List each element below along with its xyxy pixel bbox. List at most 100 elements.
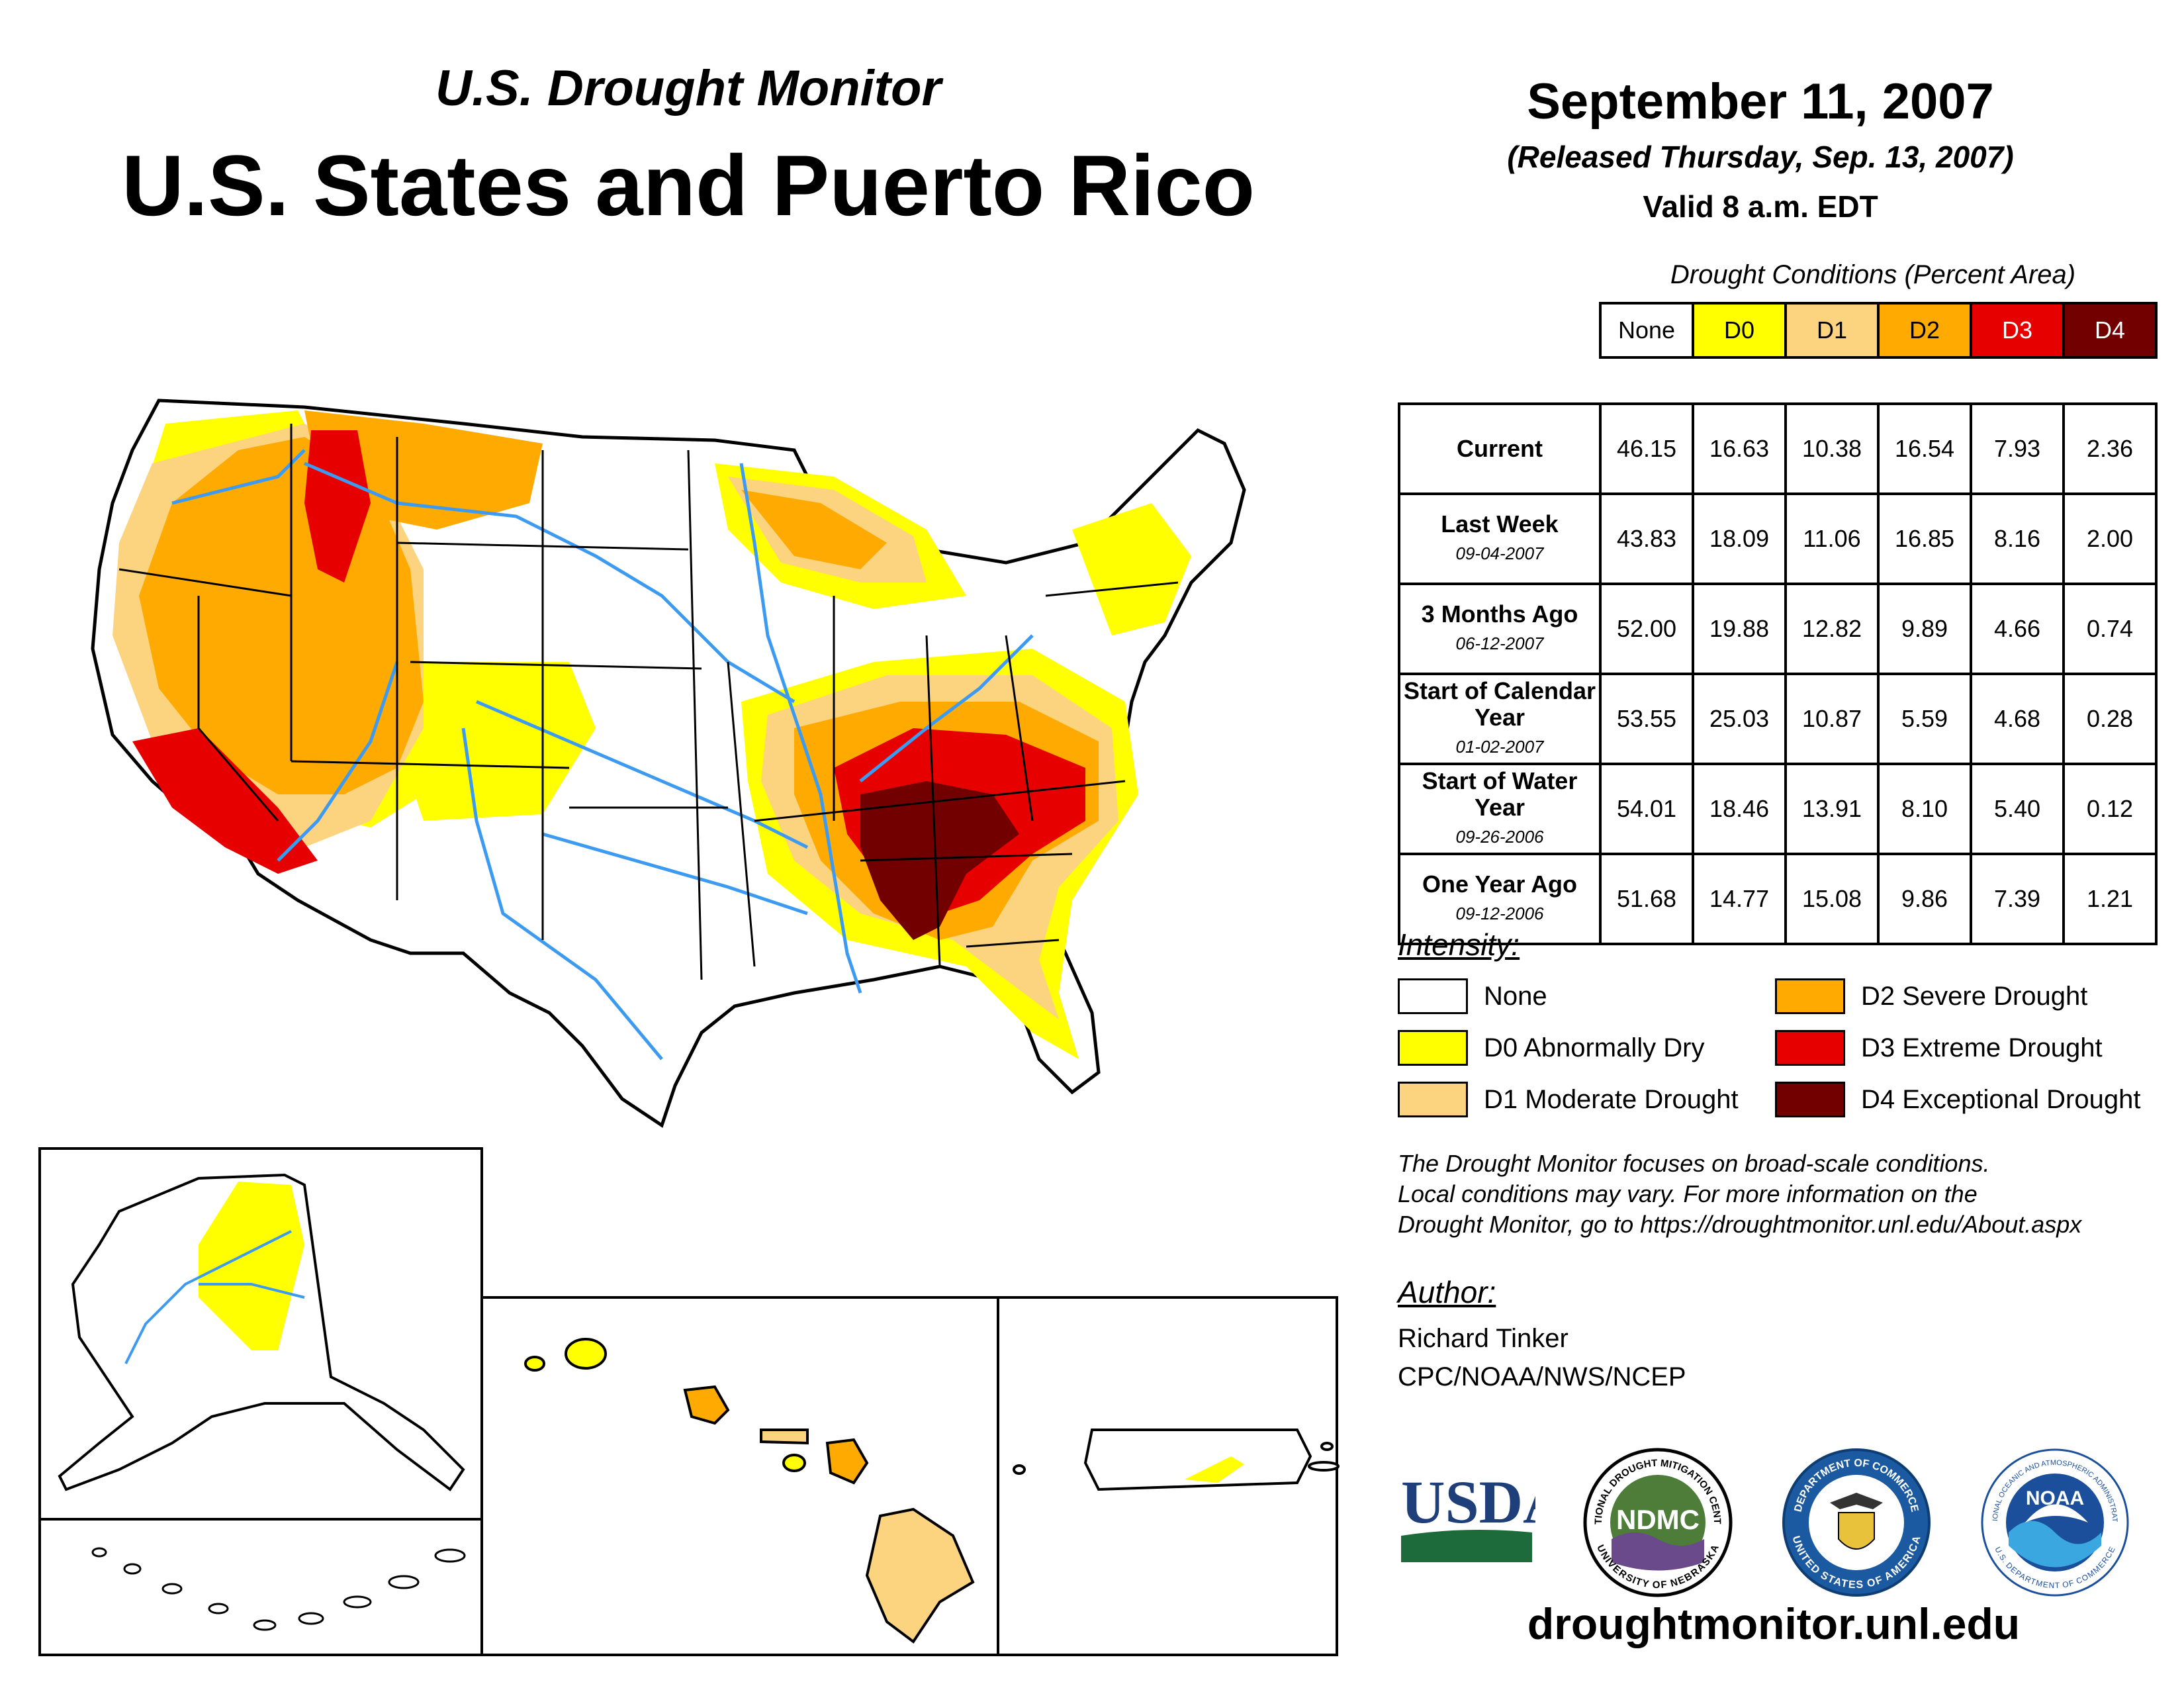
- table-cell: 9.86: [1877, 853, 1972, 945]
- legend-label: D2 Severe Drought: [1861, 981, 2088, 1011]
- table-row: 3 Months Ago 06-12-2007 52.00 19.88 12.82…: [1398, 583, 2158, 675]
- commerce-shield-icon: [1838, 1512, 1875, 1550]
- legend-label: D1 Moderate Drought: [1484, 1084, 1739, 1114]
- hawaii-islands: [524, 1338, 975, 1644]
- table-header-row: None D0 D1 D2 D3 D4: [1399, 302, 2158, 359]
- table-cell: 15.08: [1784, 853, 1880, 945]
- table-cell: 8.16: [1970, 492, 2065, 585]
- author-org: CPC/NOAA/NWS/NCEP: [1398, 1362, 1686, 1391]
- row-label-text: 3 Months Ago: [1421, 600, 1578, 628]
- d0-area-northeast: [1072, 503, 1191, 635]
- table-row: Start of Calendar Year 01-02-2007 53.55 2…: [1398, 673, 2158, 765]
- legend-label: D3 Extreme Drought: [1861, 1033, 2103, 1062]
- d3-area-idaho: [304, 430, 371, 583]
- noaa-logo-text: NOAA: [2026, 1487, 2084, 1509]
- table-cell: 53.55: [1599, 673, 1694, 765]
- ndmc-logo-text: NDMC: [1616, 1504, 1700, 1535]
- state-border: [1045, 581, 1179, 597]
- island-molokai: [760, 1429, 809, 1445]
- legend-item-d4: D4 Exceptional Drought: [1775, 1082, 2140, 1117]
- table-cell: 16.63: [1692, 402, 1787, 495]
- table-row: Last Week 09-04-2007 43.83 18.09 11.06 16…: [1398, 492, 2158, 585]
- island: [208, 1603, 229, 1615]
- river-rio-grande: [461, 727, 663, 1060]
- legend-item-none: None: [1398, 978, 1547, 1014]
- island-kauai: [565, 1338, 607, 1370]
- table-cell: 5.59: [1877, 673, 1972, 765]
- legend-item-d2: D2 Severe Drought: [1775, 978, 2087, 1014]
- col-header-d1: D1: [1784, 302, 1880, 359]
- valid-date: September 11, 2007: [1527, 73, 1994, 130]
- map-title: U.S. States and Puerto Rico: [121, 137, 1255, 234]
- row-date: 01-02-2007: [1455, 737, 1544, 757]
- table-cell: 4.68: [1970, 673, 2065, 765]
- legend-swatch: [1398, 1030, 1468, 1066]
- map-subtitle: U.S. Drought Monitor: [435, 60, 942, 117]
- legend-swatch: [1398, 978, 1468, 1014]
- aleutians-frame: [38, 1518, 483, 1656]
- state-border: [1005, 635, 1034, 821]
- row-label: 3 Months Ago 06-12-2007: [1398, 583, 1602, 675]
- table-cell: 2.36: [2062, 402, 2158, 495]
- ndmc-logo: NDMC NATIONAL DROUGHT MITIGATION CENTER …: [1582, 1446, 1733, 1597]
- ndmc-wave: [1612, 1532, 1704, 1571]
- island: [161, 1583, 183, 1595]
- row-label-text: Current: [1456, 435, 1543, 462]
- site-link[interactable]: droughtmonitor.unl.edu: [1527, 1599, 2021, 1648]
- table-cell: 18.09: [1692, 492, 1787, 585]
- alaska-rivers: [124, 1230, 305, 1364]
- d0-area-plains: [397, 662, 596, 821]
- state-border: [197, 596, 279, 821]
- d0-area-alaska: [199, 1182, 304, 1350]
- d2-area-great-lakes: [741, 490, 887, 569]
- table-cell: 43.83: [1599, 492, 1694, 585]
- conus-map: [91, 399, 1246, 1128]
- aleutian-islands: [91, 1547, 466, 1631]
- drought-table: None D0 D1 D2 D3 D4 Current 46.15 16.63 …: [1398, 302, 2158, 945]
- river-mississippi: [739, 463, 862, 994]
- island-culebra: [1320, 1442, 1334, 1451]
- table-cell: 19.88: [1692, 583, 1787, 675]
- island: [298, 1612, 324, 1625]
- author-heading: Author:: [1398, 1275, 1496, 1309]
- state-border: [925, 635, 941, 967]
- table-row: One Year Ago 09-12-2006 51.68 14.77 15.08…: [1398, 853, 2158, 945]
- island-vieques: [1308, 1461, 1340, 1472]
- state-border: [754, 780, 1126, 822]
- table-cell: 54.01: [1599, 763, 1694, 855]
- state-border: [687, 449, 703, 980]
- row-label-text: Last Week: [1441, 510, 1559, 538]
- col-header-d2: D2: [1877, 302, 1972, 359]
- table-cell: 4.66: [1970, 583, 2065, 675]
- commerce-seal: DEPARTMENT OF COMMERCE UNITED STATES OF …: [1782, 1448, 1931, 1597]
- island: [91, 1547, 107, 1558]
- row-label: Start of Water Year 09-26-2006: [1398, 763, 1602, 855]
- table-cell: 8.10: [1877, 763, 1972, 855]
- table-cell: 0.74: [2062, 583, 2158, 675]
- table-spacer: [1399, 357, 2156, 404]
- table-cell: 16.54: [1877, 402, 1972, 495]
- puerto-rico-outline: [1083, 1429, 1312, 1491]
- drought-map: [38, 399, 1340, 1656]
- row-label: Last Week 09-04-2007: [1398, 492, 1602, 585]
- row-date: 09-26-2006: [1455, 827, 1544, 847]
- col-header-d3: D3: [1970, 302, 2065, 359]
- island-maui: [825, 1438, 869, 1485]
- table-cell: 25.03: [1692, 673, 1787, 765]
- legend-item-d3: D3 Extreme Drought: [1775, 1030, 2103, 1066]
- col-header-d0: D0: [1692, 302, 1787, 359]
- island-lanai: [782, 1454, 806, 1472]
- table-cell: 10.87: [1784, 673, 1880, 765]
- river-red: [542, 832, 808, 915]
- table-corner: [1399, 303, 1600, 357]
- island: [253, 1619, 277, 1631]
- row-label: Start of Calendar Year 01-02-2007: [1398, 673, 1602, 765]
- table-cell: 0.12: [2062, 763, 2158, 855]
- state-border: [860, 853, 1073, 862]
- table-cell: 9.89: [1877, 583, 1972, 675]
- table-cell: 12.82: [1784, 583, 1880, 675]
- legend-item-d0: D0 Abnormally Dry: [1398, 1030, 1704, 1066]
- island: [343, 1595, 372, 1609]
- table-row: Start of Water Year 09-26-2006 54.01 18.4…: [1398, 763, 2158, 855]
- release-date: (Released Thursday, Sep. 13, 2007): [1507, 140, 2014, 174]
